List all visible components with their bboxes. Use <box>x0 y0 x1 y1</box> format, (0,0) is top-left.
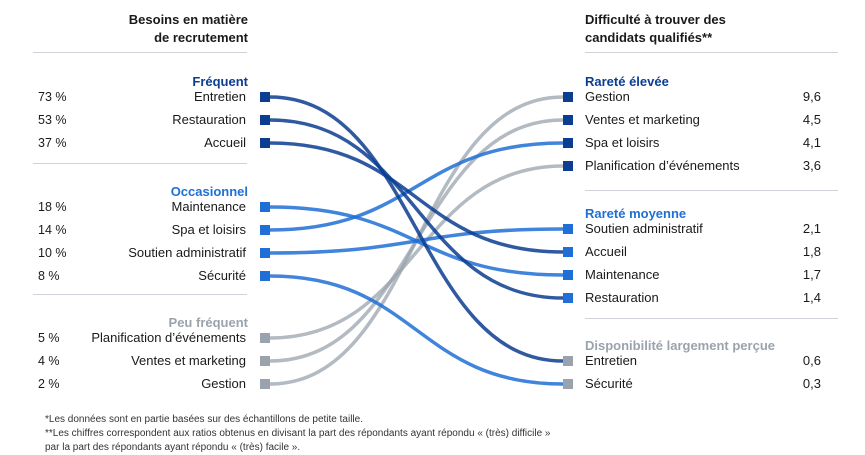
left-pct-restauration: 53 % <box>38 113 67 127</box>
left-pct-planification-d-evenements: 5 % <box>38 331 60 345</box>
link-securite <box>269 274 564 386</box>
right-value-spa-et-loisirs: 4,1 <box>802 135 821 150</box>
left-header-line2: de recrutement <box>154 30 248 45</box>
left-label-restauration: Restauration <box>172 112 246 127</box>
right-label-gestion: Gestion <box>585 89 630 104</box>
left-group-label: Fréquent <box>192 74 248 89</box>
left-node-entretien <box>260 92 270 102</box>
left-label-entretien: Entretien <box>193 89 246 104</box>
left-label-maintenance: Maintenance <box>171 199 246 214</box>
right-group-label: Rareté élevée <box>585 74 669 89</box>
footnote-2: **Les chiffres correspondent aux ratios … <box>45 428 551 439</box>
right-node-spa-et-loisirs <box>563 138 573 148</box>
left-node-soutien-administratif <box>260 248 270 258</box>
link-entretien <box>269 95 564 363</box>
left-group-rule <box>33 294 247 295</box>
left-pct-accueil: 37 % <box>38 136 67 150</box>
left-label-securite: Sécurité <box>198 268 246 283</box>
left-node-planification-d-evenements <box>260 333 270 343</box>
right-node-accueil <box>563 247 573 257</box>
left-label-spa-et-loisirs: Spa et loisirs <box>171 222 246 237</box>
right-value-securite: 0,3 <box>802 376 821 391</box>
right-node-restauration <box>563 293 573 303</box>
left-group-label: Occasionnel <box>170 184 248 199</box>
left-group-rule <box>33 163 247 164</box>
left-node-accueil <box>260 138 270 148</box>
right-value-accueil: 1,8 <box>802 244 821 259</box>
right-node-soutien-administratif <box>563 224 573 234</box>
right-header-line1: Difficulté à trouver des <box>585 12 726 27</box>
right-value-gestion: 9,6 <box>802 89 821 104</box>
right-label-restauration: Restauration <box>585 290 659 305</box>
left-node-spa-et-loisirs <box>260 225 270 235</box>
left-label-ventes-et-marketing: Ventes et marketing <box>131 353 246 368</box>
right-label-planification-d-evenements: Planification d’événements <box>585 158 740 173</box>
left-pct-soutien-administratif: 10 % <box>38 246 67 260</box>
left-pct-entretien: 73 % <box>38 90 67 104</box>
right-label-maintenance: Maintenance <box>585 267 660 282</box>
left-pct-ventes-et-marketing: 4 % <box>38 354 60 368</box>
right-value-soutien-administratif: 2,1 <box>802 221 821 236</box>
left-node-securite <box>260 271 270 281</box>
footnotes: *Les données sont en partie basées sur d… <box>45 413 551 455</box>
footnote-1: *Les données sont en partie basées sur d… <box>45 414 363 425</box>
right-label-accueil: Accueil <box>585 244 627 259</box>
right-group-rule <box>585 190 838 191</box>
left-label-planification-d-evenements: Planification d’événements <box>91 330 246 345</box>
right-node-maintenance <box>563 270 573 280</box>
right-value-restauration: 1,4 <box>802 290 821 305</box>
link-restauration <box>269 118 564 300</box>
right-header-rule <box>585 52 838 53</box>
right-node-entretien <box>563 356 573 366</box>
left-node-maintenance <box>260 202 270 212</box>
left-node-gestion <box>260 379 270 389</box>
link-accueil <box>269 141 564 254</box>
right-header: Difficulté à trouver des candidats quali… <box>585 11 726 47</box>
left-pct-maintenance: 18 % <box>38 200 67 214</box>
right-node-securite <box>563 379 573 389</box>
right-label-securite: Sécurité <box>585 376 633 391</box>
left-label-gestion: Gestion <box>201 376 246 391</box>
left-node-restauration <box>260 115 270 125</box>
right-group-rule <box>585 318 838 319</box>
left-pct-spa-et-loisirs: 14 % <box>38 223 67 237</box>
right-node-planification-d-evenements <box>563 161 573 171</box>
footnote-3: par la part des répondants ayant répondu… <box>45 442 301 453</box>
left-header-line1: Besoins en matière <box>128 12 248 27</box>
right-node-ventes-et-marketing <box>563 115 573 125</box>
right-value-maintenance: 1,7 <box>802 267 821 282</box>
link-spa-et-loisirs <box>269 141 564 232</box>
link-soutien-administratif <box>269 227 564 255</box>
left-header: Besoins en matière de recrutement <box>129 11 248 47</box>
right-header-line2: candidats qualifiés** <box>585 30 713 45</box>
left-pct-gestion: 2 % <box>38 377 60 391</box>
left-label-soutien-administratif: Soutien administratif <box>128 245 246 260</box>
right-group-label: Disponibilité largement perçue <box>585 338 775 353</box>
right-group-label: Rareté moyenne <box>585 206 687 221</box>
left-pct-securite: 8 % <box>38 269 60 283</box>
right-label-entretien: Entretien <box>585 353 638 368</box>
right-value-entretien: 0,6 <box>802 353 821 368</box>
right-node-gestion <box>563 92 573 102</box>
right-value-planification-d-evenements: 3,6 <box>802 158 821 173</box>
right-label-ventes-et-marketing: Ventes et marketing <box>585 112 700 127</box>
left-group-label: Peu fréquent <box>168 315 248 330</box>
left-node-ventes-et-marketing <box>260 356 270 366</box>
left-label-accueil: Accueil <box>204 135 246 150</box>
right-label-spa-et-loisirs: Spa et loisirs <box>585 135 660 150</box>
right-value-ventes-et-marketing: 4,5 <box>802 112 821 127</box>
link-planification-d-evenements <box>269 164 564 340</box>
right-label-soutien-administratif: Soutien administratif <box>585 221 703 236</box>
left-header-rule <box>33 52 247 53</box>
